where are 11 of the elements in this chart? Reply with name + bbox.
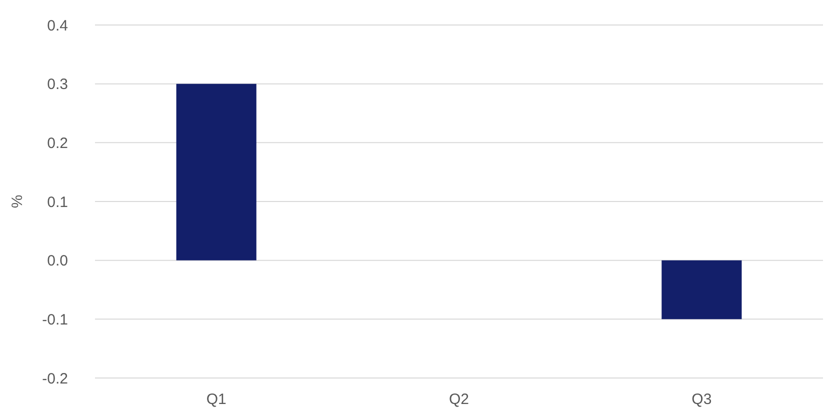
y-tick-label: 0.0	[47, 252, 68, 270]
x-tick-label: Q2	[448, 391, 470, 408]
x-tick-label: Q3	[692, 391, 712, 408]
y-tick-label: 0.1	[47, 194, 68, 211]
y-axis-title: %	[9, 194, 26, 208]
y-tick-label: -0.2	[42, 370, 68, 388]
y-tick-label: 0.4	[47, 17, 68, 34]
y-tick-label: -0.1	[42, 311, 68, 328]
y-tick-label: 0.2	[47, 134, 68, 152]
x-tick-label: Q1	[206, 391, 226, 408]
y-tick-label: 0.3	[47, 76, 68, 94]
